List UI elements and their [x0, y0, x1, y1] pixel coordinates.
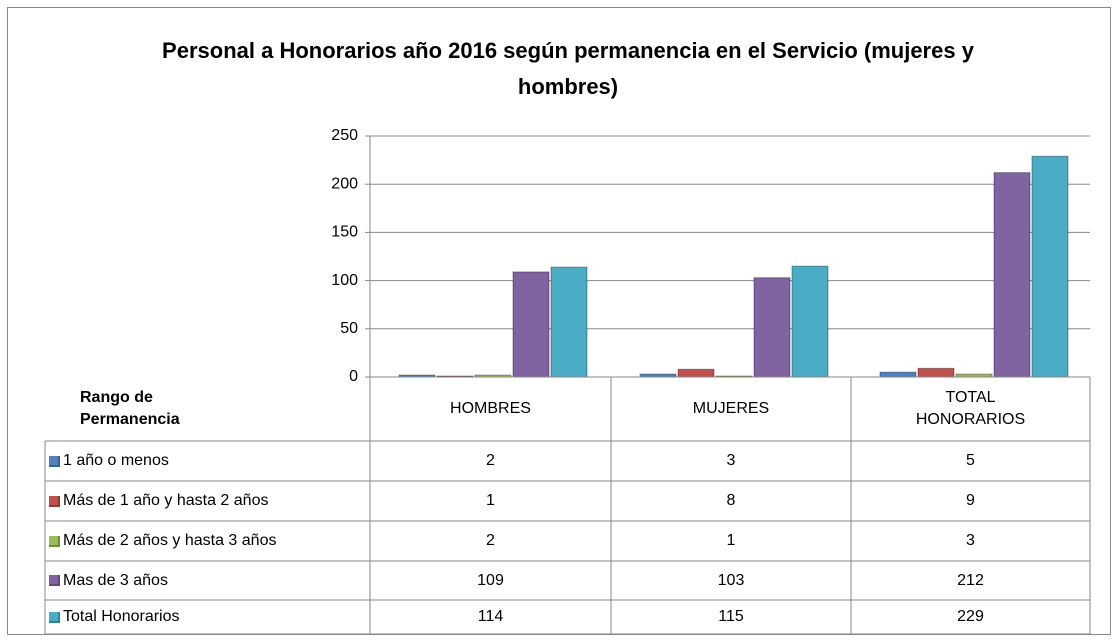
category-cell: HOMBRES	[370, 377, 611, 441]
legend-swatch	[49, 611, 60, 623]
table-value: 212	[957, 571, 984, 589]
y-tick-label: 150	[331, 224, 358, 241]
y-tick-label: 200	[331, 175, 358, 192]
category-cell: TOTAL HONORARIOS	[851, 377, 1090, 441]
y-tick-label: 250	[331, 127, 358, 144]
legend-swatch	[49, 575, 60, 586]
x-tick-label: HOMBRES	[450, 400, 531, 417]
legend-cell: Más de 1 año y hasta 2 años	[45, 481, 370, 521]
category-cell: MUJERES	[611, 377, 851, 441]
legend-label: Más de 1 año y hasta 2 años	[63, 492, 269, 509]
legend-swatch	[49, 455, 60, 467]
legend-label: Más de 2 años y hasta 3 años	[63, 532, 277, 549]
table-value: 109	[477, 571, 504, 589]
table-value: 1	[486, 492, 495, 509]
bar	[1031, 155, 1069, 378]
table-header: Rango de Permanencia	[80, 389, 180, 428]
bar	[917, 367, 955, 378]
table-value: 9	[966, 492, 975, 509]
table-value: 229	[957, 608, 984, 625]
legend-cell: Mas de 3 años	[45, 561, 370, 600]
bar	[993, 172, 1031, 378]
chart-title: Personal a Honorarios año 2016 según per…	[162, 38, 974, 99]
table-value: 2	[486, 532, 495, 549]
table-value: 2	[486, 452, 495, 469]
legend-cell: 1 año o menos	[45, 441, 370, 481]
legend-label: 1 año o menos	[63, 452, 169, 469]
table-value: 8	[726, 492, 736, 509]
table-value: 115	[718, 608, 744, 625]
table-value: 1	[726, 532, 736, 549]
bar	[550, 266, 588, 378]
legend-cell: Total Honorarios	[45, 600, 370, 634]
legend-label: Total Honorarios	[63, 608, 180, 625]
legend-label: Mas de 3 años	[63, 571, 168, 589]
legend-swatch	[49, 495, 60, 507]
table-value: 114	[477, 608, 504, 625]
y-tick-label: 100	[331, 272, 358, 289]
table-value: 3	[966, 532, 975, 549]
legend-swatch	[49, 535, 60, 547]
y-tick-label: 50	[340, 320, 358, 337]
legend-cell: Más de 2 años y hasta 3 años	[45, 521, 370, 561]
bar	[753, 277, 791, 378]
bar	[677, 368, 715, 378]
y-tick-label: 0	[349, 368, 358, 385]
table-value: 5	[966, 452, 975, 469]
table-value: 103	[717, 571, 745, 589]
table-value: 3	[726, 452, 736, 469]
x-tick-label: MUJERES	[692, 400, 770, 417]
bar	[512, 271, 550, 378]
x-tick-label: TOTAL HONORARIOS	[915, 389, 1026, 428]
bar	[791, 265, 829, 378]
